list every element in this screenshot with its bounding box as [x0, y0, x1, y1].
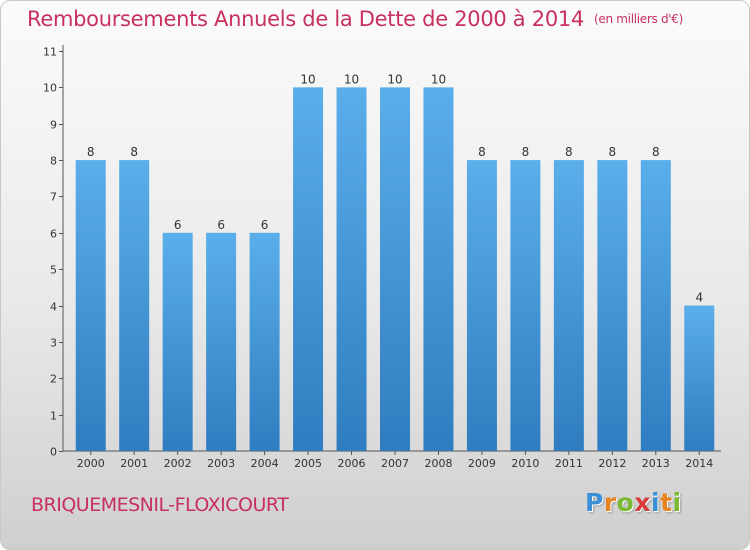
logo-letter: o [616, 488, 635, 517]
x-tick-label-2009: 2009 [468, 457, 496, 470]
data-label-2011: 8 [565, 145, 573, 159]
logo-letter: t [660, 488, 673, 517]
commune-name: BRIQUEMESNIL-FLOXICOURT [31, 494, 289, 516]
proxiti-logo: Proxiti [585, 488, 682, 517]
y-tick-label: 9 [50, 119, 57, 132]
y-tick-label: 3 [50, 337, 57, 350]
data-label-2002: 6 [174, 218, 182, 232]
x-tick-label-2000: 2000 [77, 457, 105, 470]
bar-2008 [423, 87, 454, 451]
data-label-2010: 8 [522, 145, 530, 159]
x-tick-label-2002: 2002 [164, 457, 192, 470]
bar-2011 [553, 160, 584, 451]
bar-2006 [336, 87, 367, 451]
bar-2001 [119, 160, 150, 451]
x-tick-label-2005: 2005 [294, 457, 322, 470]
bar-2010 [510, 160, 541, 451]
x-tick-label-2012: 2012 [598, 457, 626, 470]
logo-letter: i [651, 488, 661, 517]
bar-2005 [293, 87, 324, 451]
bar-2007 [380, 87, 410, 451]
x-tick-label-2013: 2013 [642, 457, 670, 470]
data-label-2003: 6 [217, 218, 225, 232]
x-tick-label-2007: 2007 [381, 457, 409, 470]
bar-2009 [466, 160, 497, 451]
x-tick-label-2008: 2008 [424, 457, 452, 470]
logo-letter: r [603, 488, 617, 517]
x-tick-label-2014: 2014 [685, 457, 713, 470]
data-label-2005: 10 [300, 72, 315, 86]
y-tick-label: 2 [50, 373, 57, 386]
x-tick-label-2010: 2010 [511, 457, 539, 470]
chart-title: Remboursements Annuels de la Dette de 20… [27, 7, 683, 31]
data-label-2000: 8 [87, 145, 95, 159]
chart-title-text: Remboursements Annuels de la Dette de 20… [27, 7, 584, 31]
chart-axes: 0 1 2 3 4 5 6 7 8 9 10 11 2000 2001 2002 2003 2004 2005 20… [43, 45, 721, 470]
bar-2012 [597, 160, 628, 451]
chart-unit: (en milliers d'€) [594, 12, 684, 26]
y-tick-label: 6 [50, 228, 57, 241]
x-tick-label-2006: 2006 [338, 457, 366, 470]
logo-letter: P [585, 488, 604, 517]
bar-2000 [75, 160, 106, 451]
logo-letter: i [672, 488, 682, 517]
chart-bars [75, 87, 715, 451]
bar-2002 [162, 232, 193, 451]
y-tick-label: 0 [50, 446, 57, 459]
logo-letter: x [634, 488, 651, 517]
data-label-2001: 8 [130, 145, 138, 159]
y-tick-label: 7 [50, 191, 57, 204]
data-label-2006: 10 [344, 72, 359, 86]
y-tick-label: 5 [50, 264, 57, 277]
x-tick-label-2011: 2011 [555, 457, 583, 470]
y-tick-label: 11 [43, 46, 57, 59]
bar-2013 [640, 160, 671, 451]
x-tick-label-2003: 2003 [207, 457, 235, 470]
data-label-2014: 4 [695, 291, 703, 305]
data-label-2009: 8 [478, 145, 486, 159]
y-tick-label: 10 [43, 82, 57, 95]
data-label-2012: 8 [609, 145, 617, 159]
data-label-2007: 10 [387, 72, 402, 86]
y-tick-label: 8 [50, 155, 57, 168]
y-tick-label: 4 [50, 301, 57, 314]
x-tick-label-2001: 2001 [120, 457, 148, 470]
bar-2014 [684, 305, 715, 451]
data-label-2004: 6 [261, 218, 269, 232]
bar-2004 [249, 232, 280, 451]
chart-labels: 8 8 6 6 6 10 10 10 10 8 8 8 8 8 4 [87, 72, 703, 304]
data-label-2008: 10 [431, 72, 446, 86]
bar-2003 [206, 232, 237, 451]
x-tick-label-2004: 2004 [251, 457, 279, 470]
data-label-2013: 8 [652, 145, 660, 159]
y-tick-label: 1 [50, 410, 57, 423]
